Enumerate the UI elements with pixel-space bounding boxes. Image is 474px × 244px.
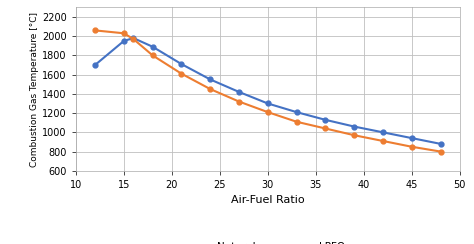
LPFO [131,38,137,41]
Natural gas [351,125,357,128]
LPFO [322,127,328,130]
Line: Natural gas: Natural gas [92,36,443,146]
LPFO [92,29,98,32]
Natural gas [207,78,213,81]
Natural gas [322,118,328,121]
Natural gas [121,40,127,42]
Natural gas [236,91,242,93]
Natural gas [150,45,155,48]
Natural gas [179,63,184,66]
LPFO [265,111,271,114]
X-axis label: Air-Fuel Ratio: Air-Fuel Ratio [231,195,305,205]
Natural gas [438,142,443,145]
LPFO [294,120,300,123]
Natural gas [265,102,271,105]
Natural gas [294,111,300,114]
LPFO [121,32,127,35]
LPFO [179,72,184,75]
LPFO [380,140,386,142]
Line: LPFO: LPFO [92,28,443,154]
LPFO [236,100,242,103]
LPFO [207,88,213,91]
LPFO [409,145,415,148]
LPFO [150,54,155,57]
Natural gas [131,37,137,40]
LPFO [438,150,443,153]
Natural gas [92,63,98,66]
Natural gas [380,131,386,134]
Natural gas [409,137,415,140]
Legend: Natural gas, LPFO: Natural gas, LPFO [187,238,349,244]
Y-axis label: Combustion Gas Temperature [°C]: Combustion Gas Temperature [°C] [30,11,39,167]
LPFO [351,134,357,137]
